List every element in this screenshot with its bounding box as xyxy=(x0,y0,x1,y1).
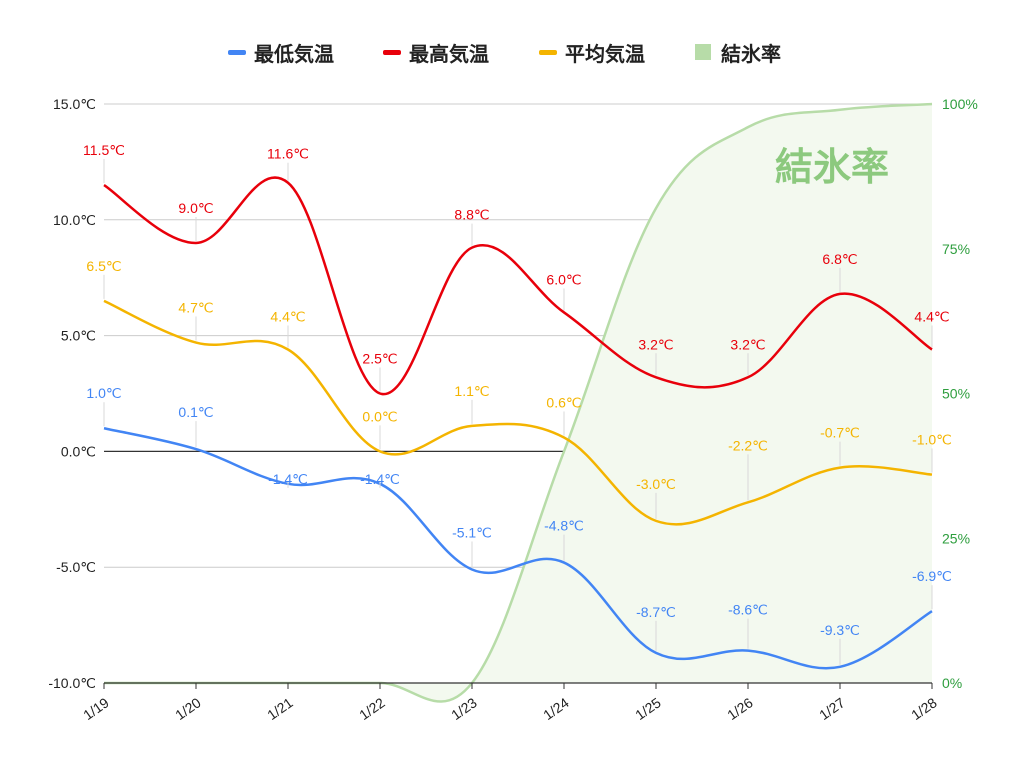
data-label: -5.1℃ xyxy=(452,525,492,541)
right-axis-tick-label: 100% xyxy=(942,96,978,112)
left-axis-tick-label: 5.0℃ xyxy=(61,328,96,344)
data-label: 11.5℃ xyxy=(83,142,125,158)
ice-rate-area xyxy=(103,102,933,703)
data-label: 6.5℃ xyxy=(86,258,121,274)
left-axis-tick-label: 0.0℃ xyxy=(61,443,96,459)
left-axis-tick-label: 10.0℃ xyxy=(53,212,96,228)
right-axis-tick-label: 25% xyxy=(942,530,970,546)
x-axis-tick-label: 1/27 xyxy=(816,694,848,723)
data-label: 1.1℃ xyxy=(454,383,489,399)
data-label: 0.0℃ xyxy=(362,408,397,424)
series-line xyxy=(103,299,933,526)
data-label: -0.7℃ xyxy=(820,425,860,441)
series-line xyxy=(103,176,933,396)
data-label: 2.5℃ xyxy=(362,351,397,367)
legend-swatch xyxy=(228,50,246,55)
legend-label: 最高気温 xyxy=(409,42,489,66)
x-axis-tick-label: 1/19 xyxy=(80,694,112,723)
right-axis-tick-label: 50% xyxy=(942,386,970,402)
left-axis-tick-label: -5.0℃ xyxy=(56,559,96,575)
data-labels: 1.0℃ 0.1℃ -1.4℃ -1.4℃ -5.1℃ -4.8℃ -8.7℃ -8.6℃ -9… xyxy=(83,142,952,665)
x-axis-tick-label: 1/26 xyxy=(724,694,756,723)
data-label: 6.8℃ xyxy=(822,251,857,267)
data-label: -1.4℃ xyxy=(360,471,400,487)
legend-swatch xyxy=(383,50,401,55)
data-label: 6.0℃ xyxy=(546,271,581,287)
right-axis-tick-label: 0% xyxy=(942,675,962,691)
data-label: 3.2℃ xyxy=(638,336,673,352)
data-label: 3.2℃ xyxy=(730,336,765,352)
data-label: 4.4℃ xyxy=(914,308,949,324)
data-label: -1.0℃ xyxy=(912,432,952,448)
right-axis-tick-label: 75% xyxy=(942,241,970,257)
data-label: -8.6℃ xyxy=(728,602,768,618)
data-label: 8.8℃ xyxy=(454,207,489,223)
x-axis-tick-label: 1/21 xyxy=(264,694,296,723)
data-label: 0.6℃ xyxy=(546,395,581,411)
x-axis-tick-label: 1/28 xyxy=(908,694,940,723)
series-lines xyxy=(103,176,933,670)
axes: -10.0℃ -5.0℃ 0.0℃ 5.0℃ 10.0℃ 15.0℃ 0% 25% 50% 75%… xyxy=(48,96,977,723)
legend-swatch xyxy=(539,50,557,55)
x-axis-tick-label: 1/24 xyxy=(540,694,572,723)
legend: 最低気温 最高気温 平均気温 結氷率 xyxy=(228,42,781,66)
series-line xyxy=(103,427,933,670)
legend-swatch xyxy=(695,44,711,60)
data-label: -3.0℃ xyxy=(636,476,676,492)
data-label: 0.1℃ xyxy=(178,404,213,420)
data-label: 9.0℃ xyxy=(178,200,213,216)
legend-label: 平均気温 xyxy=(565,42,645,66)
data-label: 4.4℃ xyxy=(270,308,305,324)
data-label: -9.3℃ xyxy=(820,622,860,638)
legend-label: 結氷率 xyxy=(721,42,781,66)
ice-rate-fill xyxy=(104,104,932,702)
x-axis-tick-label: 1/20 xyxy=(172,694,204,723)
data-label: -2.2℃ xyxy=(728,437,768,453)
data-label: 1.0℃ xyxy=(86,385,121,401)
data-label: 4.7℃ xyxy=(178,300,213,316)
x-axis-tick-label: 1/25 xyxy=(632,694,664,723)
left-axis-tick-label: -10.0℃ xyxy=(48,675,96,691)
legend-label: 最低気温 xyxy=(254,42,334,66)
x-axis-tick-label: 1/22 xyxy=(356,694,388,723)
data-label: 11.6℃ xyxy=(267,146,309,162)
data-label: -1.4℃ xyxy=(268,471,308,487)
data-label: -4.8℃ xyxy=(544,518,584,534)
left-axis-tick-label: 15.0℃ xyxy=(53,96,96,112)
ice-rate-annotation: 結氷率 xyxy=(775,145,889,189)
data-label: -8.7℃ xyxy=(636,604,676,620)
data-label: -6.9℃ xyxy=(912,568,952,584)
